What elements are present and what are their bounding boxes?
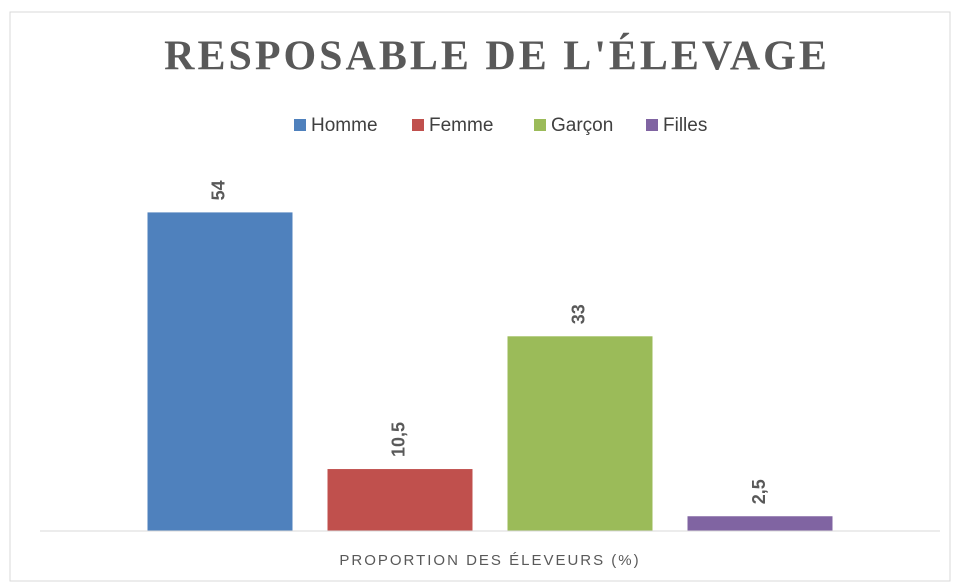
legend-swatch bbox=[294, 119, 306, 131]
data-label: 10,5 bbox=[389, 422, 409, 457]
legend-label: Garçon bbox=[551, 115, 613, 136]
legend-swatch bbox=[534, 119, 546, 131]
legend-label: Femme bbox=[429, 115, 493, 136]
data-label: 33 bbox=[569, 304, 589, 324]
legend-label: Filles bbox=[663, 115, 707, 136]
legend-label: Homme bbox=[311, 115, 378, 136]
bar bbox=[327, 469, 473, 531]
x-axis-category: PROPORTION DES ÉLEVEURS (%) bbox=[339, 552, 640, 569]
bar bbox=[687, 516, 833, 531]
bar bbox=[507, 336, 653, 531]
legend-swatch bbox=[646, 119, 658, 131]
legend-swatch bbox=[412, 119, 424, 131]
data-label: 2,5 bbox=[749, 479, 769, 504]
bar bbox=[147, 212, 293, 531]
data-label: 54 bbox=[209, 180, 229, 200]
chart-title: RESPOSABLE DE L'ÉLEVAGE bbox=[164, 33, 830, 80]
